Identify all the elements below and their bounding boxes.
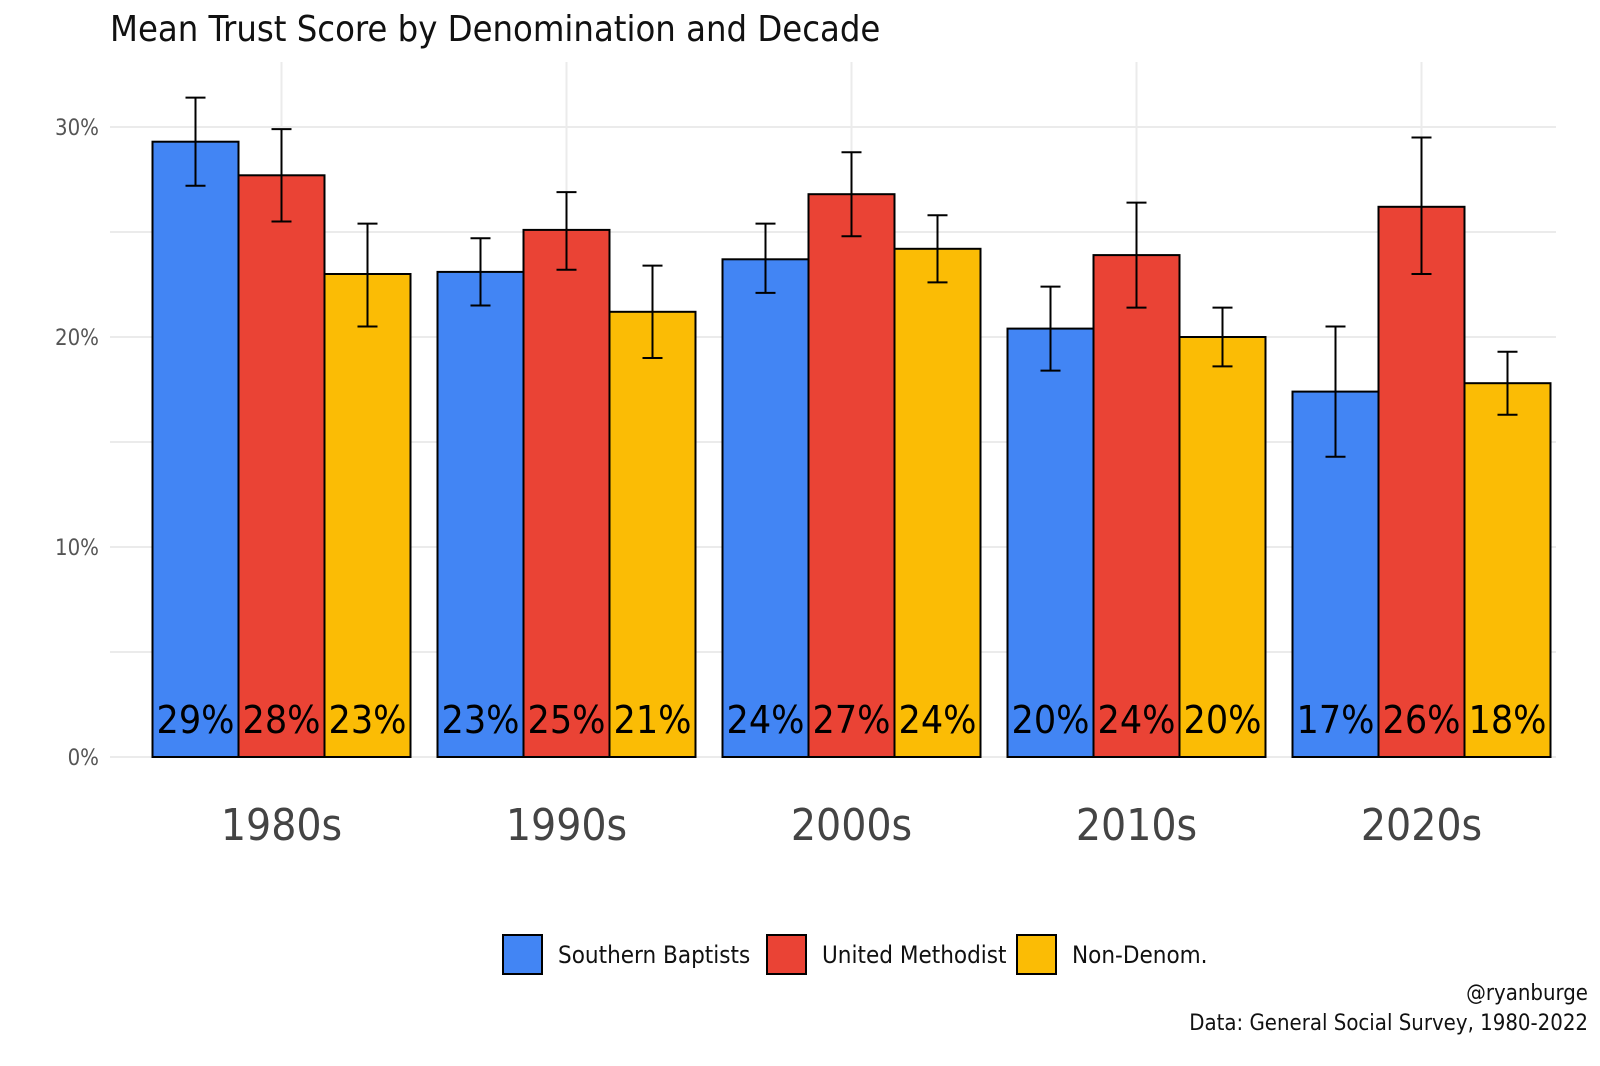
x-tick-label: 1990s — [506, 800, 627, 851]
x-tick-label: 2020s — [1361, 800, 1482, 851]
bar — [1178, 336, 1267, 758]
legend: Southern Baptists United Methodist Non-Den… — [502, 934, 1208, 975]
bar-labels: 29% 28% 23% 23% 25% 21% 24% 27% 24% 20% 24% 20% 17% 2… — [157, 698, 1547, 742]
bar-value-label: 29% — [157, 698, 235, 742]
bar-value-label: 18% — [1469, 698, 1547, 742]
bars — [151, 140, 1552, 759]
bar-value-label: 28% — [243, 698, 321, 742]
bar-value-label: 17% — [1297, 698, 1375, 742]
legend-swatch — [766, 934, 807, 975]
bar-value-label: 23% — [442, 698, 520, 742]
bar — [1006, 327, 1095, 758]
bar-value-label: 24% — [727, 698, 805, 742]
bar — [237, 174, 326, 759]
bar-value-label: 20% — [1012, 698, 1090, 742]
legend-label: Non-Denom. — [1072, 941, 1208, 969]
y-tick-label: 30% — [55, 116, 99, 141]
bar — [151, 140, 240, 758]
bar-value-label: 24% — [899, 698, 977, 742]
x-tick-label: 2010s — [1076, 800, 1197, 851]
y-tick-label: 0% — [68, 746, 99, 771]
legend-swatch — [502, 934, 543, 975]
y-axis-ticks: 0% 10% 20% 30% — [55, 116, 99, 771]
bar — [807, 193, 896, 758]
bar-value-label: 21% — [614, 698, 692, 742]
bar — [1377, 205, 1466, 759]
bar-value-label: 27% — [813, 698, 891, 742]
bar-value-label: 20% — [1184, 698, 1262, 742]
y-tick-label: 20% — [55, 326, 99, 351]
legend-label: United Methodist — [822, 941, 1007, 969]
bar-value-label: 25% — [528, 698, 606, 742]
bar — [1092, 254, 1181, 758]
bar — [522, 228, 611, 758]
x-tick-label: 2000s — [791, 800, 912, 851]
x-axis-ticks: 1980s 1990s 2000s 2010s 2020s — [221, 800, 1482, 851]
bar-value-label: 24% — [1098, 698, 1176, 742]
bar-value-label: 26% — [1383, 698, 1461, 742]
bar — [721, 258, 810, 758]
caption-source: Data: General Social Survey, 1980-2022 — [1189, 1011, 1588, 1036]
legend-swatch — [1016, 934, 1057, 975]
y-tick-label: 10% — [55, 536, 99, 561]
bar — [893, 247, 982, 759]
bar — [323, 273, 412, 758]
bar — [1463, 382, 1552, 758]
bar — [436, 270, 525, 758]
error-bars — [185, 96, 1518, 458]
caption-handle: @ryanburge — [1466, 981, 1588, 1006]
bar — [608, 310, 697, 758]
x-tick-label: 1980s — [221, 800, 342, 851]
legend-label: Southern Baptists — [558, 941, 750, 969]
bar-value-label: 23% — [329, 698, 407, 742]
chart-title: Mean Trust Score by Denomination and Dec… — [110, 9, 880, 50]
